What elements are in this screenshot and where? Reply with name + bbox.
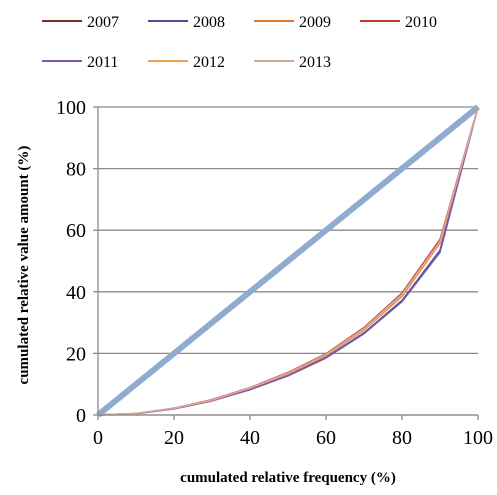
legend-item-2012: 2012 — [148, 54, 225, 71]
legend-label: 2008 — [193, 14, 225, 31]
y-tick-label: 0 — [76, 405, 86, 427]
legend-label: 2009 — [299, 14, 331, 31]
y-axis-title: cumulated relative value amount (%) — [16, 146, 32, 385]
equality-line — [96, 104, 480, 418]
legend-label: 2007 — [87, 14, 119, 31]
y-tick-label: 60 — [66, 220, 86, 242]
y-tick-label: 100 — [56, 97, 86, 119]
legend-label: 2012 — [193, 54, 225, 71]
legend-item-2011: 2011 — [42, 54, 118, 71]
x-tick-label: 100 — [463, 427, 493, 449]
x-tick-label: 60 — [316, 427, 336, 449]
series-line-2013 — [97, 106, 479, 416]
gridlines — [98, 106, 478, 416]
x-axis-title: cumulated relative frequency (%) — [180, 470, 396, 486]
legend-item-2013: 2013 — [254, 54, 331, 71]
y-tick-label: 80 — [66, 159, 86, 181]
y-tick-label: 20 — [66, 343, 86, 365]
legend-item-2007: 2007 — [42, 14, 119, 31]
tick-labels: 0 20 40 60 80 100 0 20 40 60 80 100 — [56, 97, 493, 449]
legend-item-2010: 2010 — [360, 14, 437, 31]
legend-label: 2011 — [87, 54, 118, 71]
y-tick-label: 40 — [66, 282, 86, 304]
plot-lines — [96, 104, 480, 418]
chart-legend: 2007 2008 2009 2010 2011 2012 2013 — [42, 14, 437, 71]
legend-label: 2013 — [299, 54, 331, 71]
x-tick-label: 0 — [93, 427, 103, 449]
axes — [93, 106, 479, 420]
x-tick-label: 20 — [164, 427, 184, 449]
x-tick-label: 40 — [240, 427, 260, 449]
legend-item-2008: 2008 — [148, 14, 225, 31]
x-tick-label: 80 — [392, 427, 412, 449]
series-2013 — [97, 106, 479, 416]
legend-label: 2010 — [405, 14, 437, 31]
legend-item-2009: 2009 — [254, 14, 331, 31]
